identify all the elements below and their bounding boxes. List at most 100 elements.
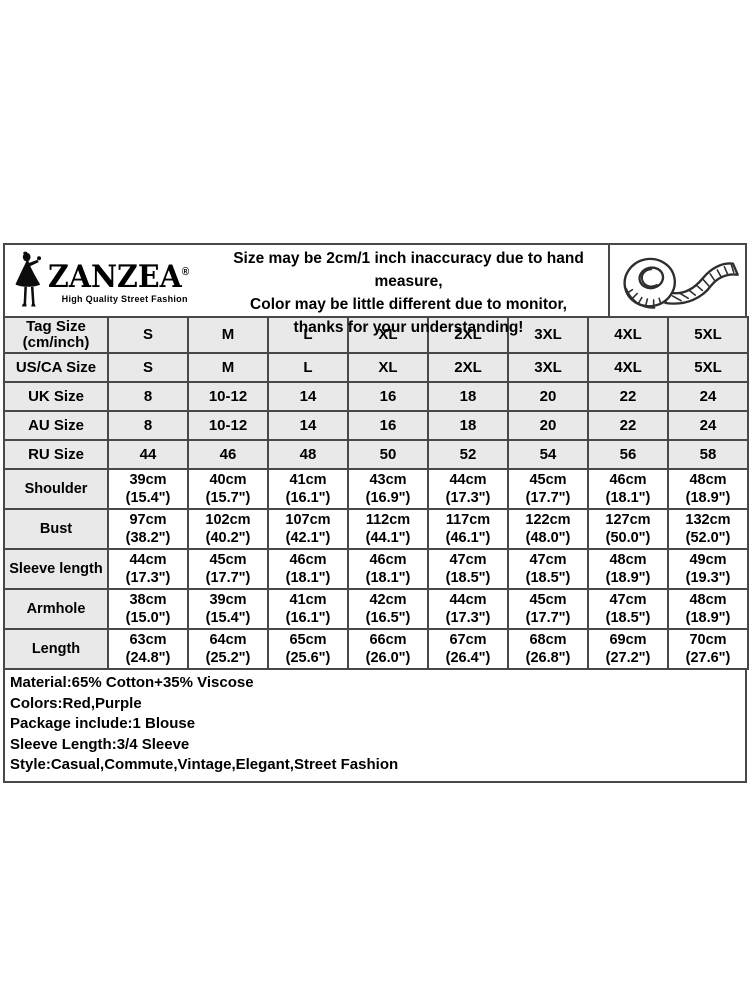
tape-measure-icon [622,257,739,309]
brand-name: ZANZEA® [48,259,190,295]
size-cell: 56 [587,439,669,470]
size-cell: 18 [427,410,509,441]
size-cell: 3XL [507,316,589,354]
size-cell: 2XL [427,352,509,383]
size-cell: 14 [267,410,349,441]
size-cell: 48cm (18.9") [667,588,749,630]
size-cell: 22 [587,410,669,441]
product-detail-line: Package include:1 Blouse [10,715,196,732]
tape-measure-cell [608,245,745,316]
size-cell: 10-12 [187,381,269,412]
size-cell: 44cm (17.3") [427,588,509,630]
size-cell: 54 [507,439,589,470]
size-cell: 16 [347,410,429,441]
size-table-row: US/CA Size S M L XL 2XL 3XL 4XL 5XL [3,352,749,383]
size-cell: 52 [427,439,509,470]
size-cell: 39cm (15.4") [187,588,269,630]
product-details: Material:65% Cotton+35% Viscose Colors:Re… [3,670,747,783]
size-cell: 64cm (25.2") [187,628,269,670]
size-cell: 102cm (40.2") [187,508,269,550]
registered-mark-icon: ® [181,266,190,278]
size-cell: 112cm (44.1") [347,508,429,550]
size-cell: 127cm (50.0") [587,508,669,550]
size-cell: 67cm (26.4") [427,628,509,670]
size-cell: 68cm (26.8") [507,628,589,670]
row-label: UK Size [3,381,109,412]
product-detail-line: Style:Casual,Commute,Vintage,Elegant,Str… [10,756,399,773]
size-cell: 41cm (16.1") [267,588,349,630]
brand-logo: ZANZEA® High Quality Street Fashion [5,245,209,316]
size-cell: 4XL [587,316,669,354]
brand-wordmark: ZANZEA® High Quality Street Fashion [48,257,201,305]
notice-line: Color may be little different due to mon… [250,296,567,313]
size-table-row: Length 63cm (24.8") 64cm (25.2") 65cm (25.6… [3,628,749,670]
row-label: Bust [3,508,109,550]
size-cell: 20 [507,381,589,412]
size-cell: 2XL [427,316,509,354]
size-cell: 97cm (38.2") [107,508,189,550]
size-cell: 43cm (16.9") [347,468,429,510]
size-cell: 65cm (25.6") [267,628,349,670]
size-cell: 132cm (52.0") [667,508,749,550]
size-cell: 38cm (15.0") [107,588,189,630]
size-cell: 46cm (18.1") [587,468,669,510]
size-cell: 48cm (18.9") [587,548,669,590]
size-cell: 63cm (24.8") [107,628,189,670]
size-cell: 46cm (18.1") [267,548,349,590]
size-cell: 42cm (16.5") [347,588,429,630]
size-cell: 58 [667,439,749,470]
size-cell: 47cm (18.5") [427,548,509,590]
row-label: Length [3,628,109,670]
size-cell: 49cm (19.3") [667,548,749,590]
size-cell: L [267,352,349,383]
size-cell: 8 [107,410,189,441]
size-cell: 47cm (18.5") [507,548,589,590]
size-cell: 50 [347,439,429,470]
size-cell: 20 [507,410,589,441]
size-cell: XL [347,316,429,354]
row-label: AU Size [3,410,109,441]
row-label: Armhole [3,588,109,630]
size-cell: 66cm (26.0") [347,628,429,670]
size-cell: 24 [667,410,749,441]
size-cell: 4XL [587,352,669,383]
size-cell: 47cm (18.5") [587,588,669,630]
woman-silhouette-icon [15,251,42,306]
size-cell: L [267,316,349,354]
size-cell: 44cm (17.3") [427,468,509,510]
header-band: ZANZEA® High Quality Street Fashion Size… [3,243,747,336]
size-chart-sheet: ZANZEA® High Quality Street Fashion Size… [3,243,749,783]
size-cell: 18 [427,381,509,412]
size-cell: 5XL [667,316,749,354]
size-cell: 48 [267,439,349,470]
size-cell: 69cm (27.2") [587,628,669,670]
size-table-row: Tag Size (cm/inch) S M L XL 2XL 3XL 4XL 5XL [3,316,749,354]
size-table-row: Shoulder 39cm (15.4") 40cm (15.7") 41cm (16… [3,468,749,510]
row-label: Sleeve length [3,548,109,590]
size-cell: 40cm (15.7") [187,468,269,510]
size-cell: 39cm (15.4") [107,468,189,510]
size-table-row: RU Size 44 46 48 50 52 54 56 58 [3,439,749,470]
size-cell: 70cm (27.6") [667,628,749,670]
brand-tagline: High Quality Street Fashion [61,294,188,304]
size-cell: 45cm (17.7") [507,468,589,510]
size-table-body: Tag Size (cm/inch) S M L XL 2XL 3XL 4XL 5XL US/CA… [3,316,749,670]
size-cell: 48cm (18.9") [667,468,749,510]
size-cell: 122cm (48.0") [507,508,589,550]
size-table-row: Sleeve length 44cm (17.3") 45cm (17.7") 46c… [3,548,749,590]
row-label: Shoulder [3,468,109,510]
size-cell: 41cm (16.1") [267,468,349,510]
size-cell: 46cm (18.1") [347,548,429,590]
size-table: Tag Size (cm/inch) S M L XL 2XL 3XL 4XL 5XL US/CA… [3,316,749,670]
size-table-row: Armhole 38cm (15.0") 39cm (15.4") 41cm (16.… [3,588,749,630]
size-cell: 117cm (46.1") [427,508,509,550]
size-cell: 44 [107,439,189,470]
notice-text: Size may be 2cm/1 inch inaccuracy due to… [209,245,608,336]
size-cell: 107cm (42.1") [267,508,349,550]
size-cell: 45cm (17.7") [507,588,589,630]
size-cell: 45cm (17.7") [187,548,269,590]
row-label: Tag Size (cm/inch) [3,316,109,354]
product-detail-line: Sleeve Length:3/4 Sleeve [10,735,190,753]
size-cell: 24 [667,381,749,412]
